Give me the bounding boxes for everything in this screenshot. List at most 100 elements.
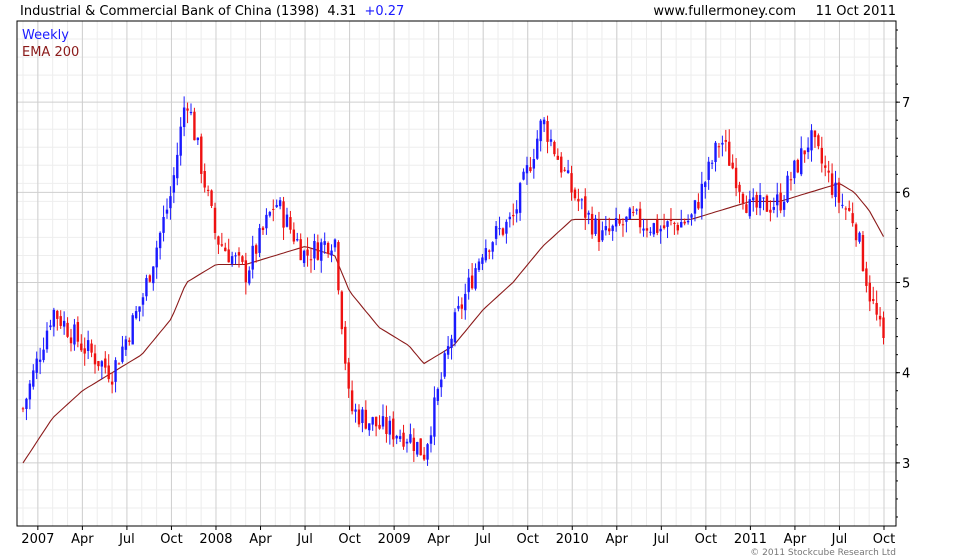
candle-body xyxy=(546,121,549,142)
candlestick xyxy=(107,354,110,383)
candlestick xyxy=(779,183,782,214)
x-tick-label: Jul xyxy=(474,532,491,547)
candlestick xyxy=(464,283,467,320)
candle-body xyxy=(134,311,138,319)
candle-body xyxy=(625,216,628,222)
candlestick xyxy=(405,438,409,453)
candle-body xyxy=(878,315,882,320)
candlestick xyxy=(824,155,827,177)
candlestick xyxy=(614,207,618,232)
candlestick xyxy=(741,191,745,210)
candle-body xyxy=(227,249,230,263)
candlestick xyxy=(882,311,885,345)
candlestick xyxy=(693,199,697,222)
candlestick xyxy=(42,337,45,363)
candle-body xyxy=(707,161,710,180)
candle-body xyxy=(861,235,865,272)
candle-body xyxy=(474,268,477,289)
candle-body xyxy=(80,343,83,351)
candle-body xyxy=(38,359,42,362)
candle-body xyxy=(594,218,597,234)
candle-body xyxy=(35,358,38,373)
x-tick-label: 2010 xyxy=(556,532,589,547)
candlestick xyxy=(577,188,580,212)
candlestick xyxy=(697,193,700,210)
candlestick xyxy=(772,197,776,214)
candlestick xyxy=(203,163,206,193)
x-tick-label: 2011 xyxy=(734,532,767,547)
candle-body xyxy=(278,200,282,207)
candlestick xyxy=(76,316,80,348)
candlestick xyxy=(680,209,683,228)
candlestick xyxy=(460,297,464,320)
candle-body xyxy=(573,189,577,199)
candle-body xyxy=(395,436,398,439)
candle-body xyxy=(803,150,806,155)
candle-body xyxy=(796,159,800,173)
candle-body xyxy=(320,242,323,261)
candlestick xyxy=(21,406,25,413)
candle-body xyxy=(721,142,724,145)
candle-body xyxy=(398,436,402,439)
candlestick xyxy=(206,185,210,197)
candlestick xyxy=(690,213,693,226)
x-tick-label: 2009 xyxy=(378,532,411,547)
candlestick xyxy=(374,416,378,437)
candlestick xyxy=(659,225,662,244)
candlestick xyxy=(731,154,734,170)
candle-body xyxy=(217,236,220,245)
candle-body xyxy=(76,322,80,342)
candlestick xyxy=(875,290,878,321)
candle-body xyxy=(141,297,145,305)
chart-date: 11 Oct 2011 xyxy=(816,4,896,19)
candlestick xyxy=(707,156,710,190)
candlestick xyxy=(296,232,299,242)
candle-body xyxy=(224,247,227,252)
candlestick xyxy=(827,160,830,183)
candlestick xyxy=(59,310,62,329)
candle-body xyxy=(121,346,124,362)
candlestick xyxy=(793,159,796,185)
candlestick xyxy=(419,438,422,456)
x-tick-label: Apr xyxy=(249,532,272,547)
candle-body xyxy=(402,432,405,447)
candlestick xyxy=(162,205,165,242)
candle-body xyxy=(769,209,772,213)
x-tick-label: Oct xyxy=(160,532,182,547)
ema-200-line-group xyxy=(22,182,884,464)
candle-body xyxy=(659,228,662,232)
candlestick xyxy=(560,152,563,178)
candlestick xyxy=(597,211,601,251)
candlestick xyxy=(443,350,446,379)
candle-body xyxy=(289,217,292,230)
candlestick xyxy=(717,142,721,158)
candle-body xyxy=(728,141,731,166)
candle-body xyxy=(385,416,388,434)
candlestick xyxy=(440,372,443,397)
candle-body xyxy=(272,208,275,210)
candle-body xyxy=(590,213,594,235)
candle-body xyxy=(724,140,728,142)
candle-body xyxy=(813,130,817,138)
candle-body xyxy=(587,212,590,215)
candlestick xyxy=(806,137,810,160)
candlestick xyxy=(844,206,848,220)
candle-body xyxy=(196,137,200,141)
candle-body xyxy=(323,241,326,245)
candle-body xyxy=(782,201,786,210)
candle-body xyxy=(882,317,885,338)
candle-body xyxy=(412,437,416,451)
candle-body xyxy=(302,250,306,264)
candle-body xyxy=(652,223,656,235)
candlestick xyxy=(258,223,261,258)
candlestick xyxy=(518,181,522,221)
candlestick xyxy=(121,335,124,364)
candlestick xyxy=(789,171,793,191)
candlestick xyxy=(344,321,347,371)
candle-body xyxy=(532,159,536,169)
candlestick xyxy=(117,362,121,365)
candle-body xyxy=(450,338,453,348)
candlestick xyxy=(765,194,769,212)
candle-body xyxy=(584,196,587,218)
